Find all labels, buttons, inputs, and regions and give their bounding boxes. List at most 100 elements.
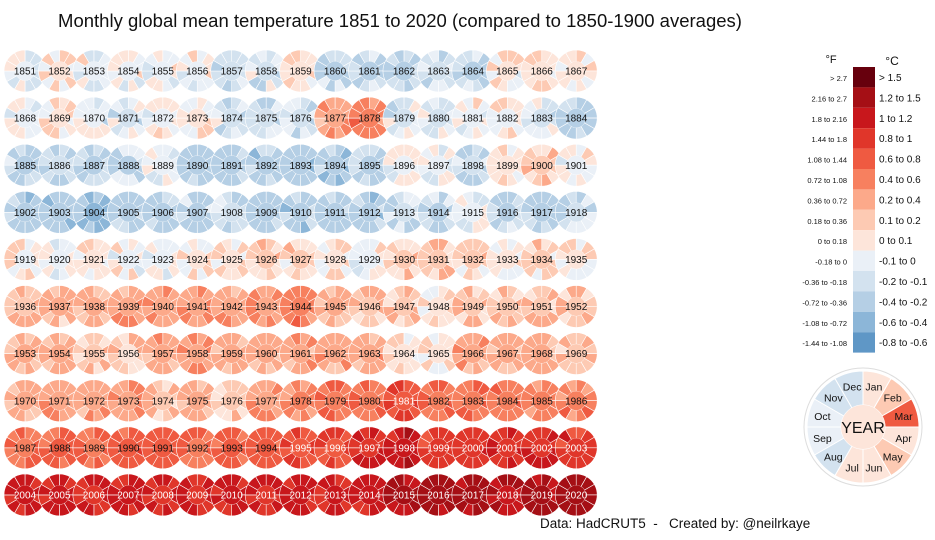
year-label: 1864 [462,67,485,78]
year-label: 1938 [83,302,106,313]
year-center [325,202,345,222]
year-center [360,108,379,128]
year-label: 1926 [255,255,278,266]
year-label: 1854 [117,67,140,78]
year-label: 1930 [393,255,416,266]
year-center [84,249,104,269]
year-label: 1894 [324,161,347,172]
year-center [532,155,552,175]
key-center-label: YEAR [841,420,885,437]
year-ring: 1932 [451,238,495,281]
year-label: 1922 [117,255,140,266]
year-ring: 1858 [244,49,288,93]
year-ring: 1908 [210,190,254,234]
year-label: 1905 [117,208,140,219]
year-ring: 1853 [72,49,116,93]
year-center [84,155,104,175]
credit-line: Data: HadCRUT5 - Created by: @neilrkaye [540,516,811,531]
year-label: 1875 [255,114,278,125]
year-label: 1873 [186,114,209,125]
year-center [497,249,517,269]
key-month-label: Apr [895,433,912,445]
year-ring: 1874 [210,96,254,140]
year-label: 1891 [221,161,244,172]
year-label: 1897 [427,161,450,172]
key-month-label: Dec [843,381,862,393]
year-center [360,155,379,175]
year-ring: 1859 [279,49,322,93]
year-label: 1869 [48,114,71,125]
year-center [15,202,35,222]
year-center [497,108,517,128]
year-label: 1907 [186,208,209,219]
year-label: 1923 [152,255,175,266]
year-center [463,108,483,128]
year-label: 1893 [289,161,312,172]
year-label: 1878 [358,114,381,125]
year-center [84,108,104,128]
key-month-label: Feb [884,392,902,404]
year-label: 1928 [324,255,347,266]
year-center [428,249,448,269]
year-center [566,202,586,222]
year-ring: 1881 [451,96,495,140]
year-label: 1861 [358,67,381,78]
year-label: 1890 [186,161,209,172]
year-label: 1925 [221,255,244,266]
year-label: 1936 [14,302,37,313]
year-ring: 1885 [3,143,47,187]
chart-title: Monthly global mean temperature 1851 to … [58,10,742,31]
year-center [187,155,207,175]
year-center [256,155,276,175]
year-label: 1901 [565,161,588,172]
year-center [566,108,586,128]
year-center [463,61,483,81]
year-center [360,61,379,81]
year-center [394,61,414,81]
year-label: 1937 [48,302,71,313]
year-ring: 1871 [107,96,150,140]
year-ring: 1884 [554,96,598,140]
year-ring: 1854 [107,49,150,93]
year-center [84,297,104,316]
year-center [325,155,345,175]
year-center [153,61,173,81]
year-center [325,108,345,128]
key-month-label: Aug [824,452,843,464]
year-ring: 1936 [3,285,47,328]
year-ring: 1898 [451,143,495,187]
year-label: 1860 [324,67,347,78]
year-center [532,249,552,269]
year-center [497,202,517,222]
year-label: 1910 [289,208,312,219]
year-label: 1919 [14,255,37,266]
year-label: 1857 [221,67,244,78]
year-center [187,108,207,128]
year-center [49,297,69,316]
year-center [84,202,104,222]
key-month-label: Jan [865,381,882,393]
year-ring: 1901 [554,143,598,187]
year-label: 1904 [83,208,106,219]
year-center [325,249,345,269]
year-label: 1859 [289,67,312,78]
year-ring: 1851 [3,49,47,93]
year-label: 1912 [358,208,381,219]
year-label: 1866 [531,67,554,78]
year-center [49,249,69,269]
year-ring: 1877 [313,96,357,140]
year-label: 1911 [324,208,346,219]
year-center [256,202,276,222]
year-label: 1868 [14,114,37,125]
year-label: 1879 [393,114,416,125]
year-center [118,61,138,81]
year-center [49,155,69,175]
year-label: 1880 [427,114,450,125]
year-center [256,61,276,81]
year-center [532,202,552,222]
year-center [118,108,138,128]
year-ring: 1890 [175,143,219,187]
year-label: 1916 [496,208,519,219]
key-month-label: May [883,452,904,464]
